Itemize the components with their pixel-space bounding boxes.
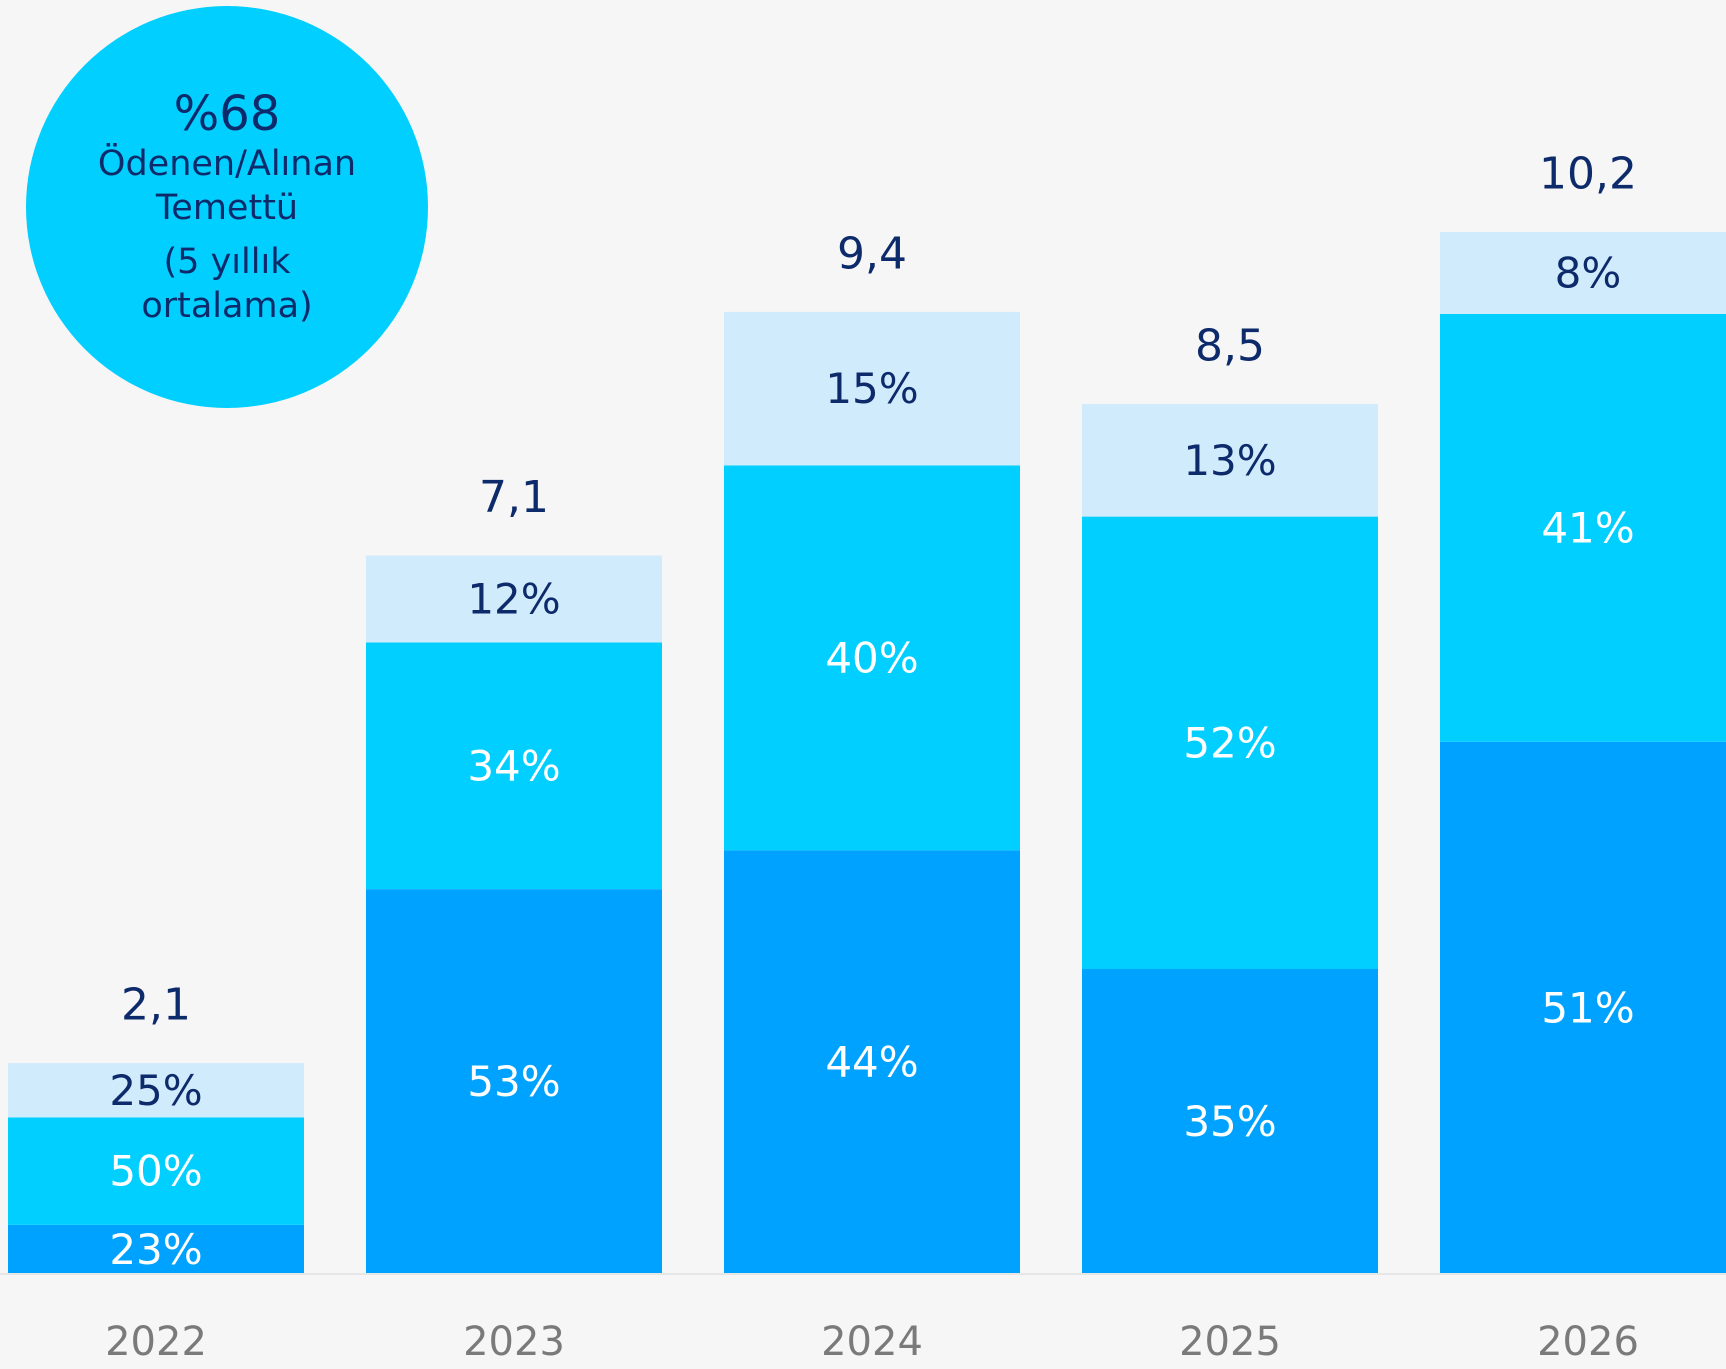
bar-segment-2024-3: [724, 311, 1020, 466]
segment-label-2024-3: 15%: [825, 364, 918, 413]
total-label-2022: 2,1: [121, 980, 191, 1031]
segment-label-2022-1: 23%: [109, 1225, 202, 1274]
bar-segment-2023-2: [366, 642, 662, 890]
badge-value: %68: [173, 86, 281, 142]
segment-label-2023-2: 34%: [467, 741, 560, 790]
x-tick-label-2024: 2024: [821, 1319, 923, 1365]
segment-label-2022-3: 25%: [109, 1066, 202, 1115]
bar-segment-2024-1: [724, 850, 1020, 1274]
bar-segment-2026-3: [1440, 232, 1726, 314]
segment-label-2026-3: 8%: [1555, 248, 1622, 297]
badge-line-2: Temettü: [155, 188, 299, 228]
segment-label-2025-3: 13%: [1183, 436, 1276, 485]
x-tick-label-2023: 2023: [463, 1319, 565, 1365]
bar-segment-2023-3: [366, 555, 662, 643]
badge-line-1: Ödenen/Alınan: [97, 144, 357, 184]
segment-label-2025-1: 35%: [1183, 1097, 1276, 1146]
segment-label-2024-1: 44%: [825, 1038, 918, 1087]
x-tick-label-2022: 2022: [105, 1319, 207, 1365]
segment-label-2022-2: 50%: [109, 1147, 202, 1196]
bar-segment-2025-2: [1082, 516, 1378, 969]
segment-label-2023-3: 12%: [467, 574, 560, 623]
bar-segment-2022-3: [8, 1063, 304, 1118]
total-label-2024: 9,4: [837, 228, 907, 279]
segment-label-2024-2: 40%: [825, 633, 918, 682]
segment-label-2026-2: 41%: [1541, 503, 1634, 552]
total-label-2023: 7,1: [479, 472, 549, 523]
payout-average-badge: %68 Ödenen/Alınan Temettü (5 yıllık orta…: [26, 6, 428, 408]
bar-segment-2022-1: [8, 1224, 304, 1274]
bar-segment-2026-2: [1440, 313, 1726, 742]
badge-line-4: ortalama): [141, 286, 313, 326]
total-label-2026: 10,2: [1539, 149, 1637, 200]
segment-label-2023-1: 53%: [467, 1057, 560, 1106]
badge-line-3: (5 yıllık: [163, 242, 291, 282]
segment-label-2025-2: 52%: [1183, 718, 1276, 767]
total-label-2025: 8,5: [1195, 321, 1265, 372]
bar-segment-2023-1: [366, 889, 662, 1274]
bar-segment-2022-2: [8, 1117, 304, 1225]
bar-segment-2024-2: [724, 465, 1020, 851]
x-tick-label-2026: 2026: [1537, 1319, 1639, 1365]
x-tick-label-2025: 2025: [1179, 1319, 1281, 1365]
segment-label-2026-1: 51%: [1541, 983, 1634, 1032]
bar-segment-2025-3: [1082, 404, 1378, 517]
bar-segment-2025-1: [1082, 968, 1378, 1274]
bar-segment-2026-1: [1440, 741, 1726, 1274]
